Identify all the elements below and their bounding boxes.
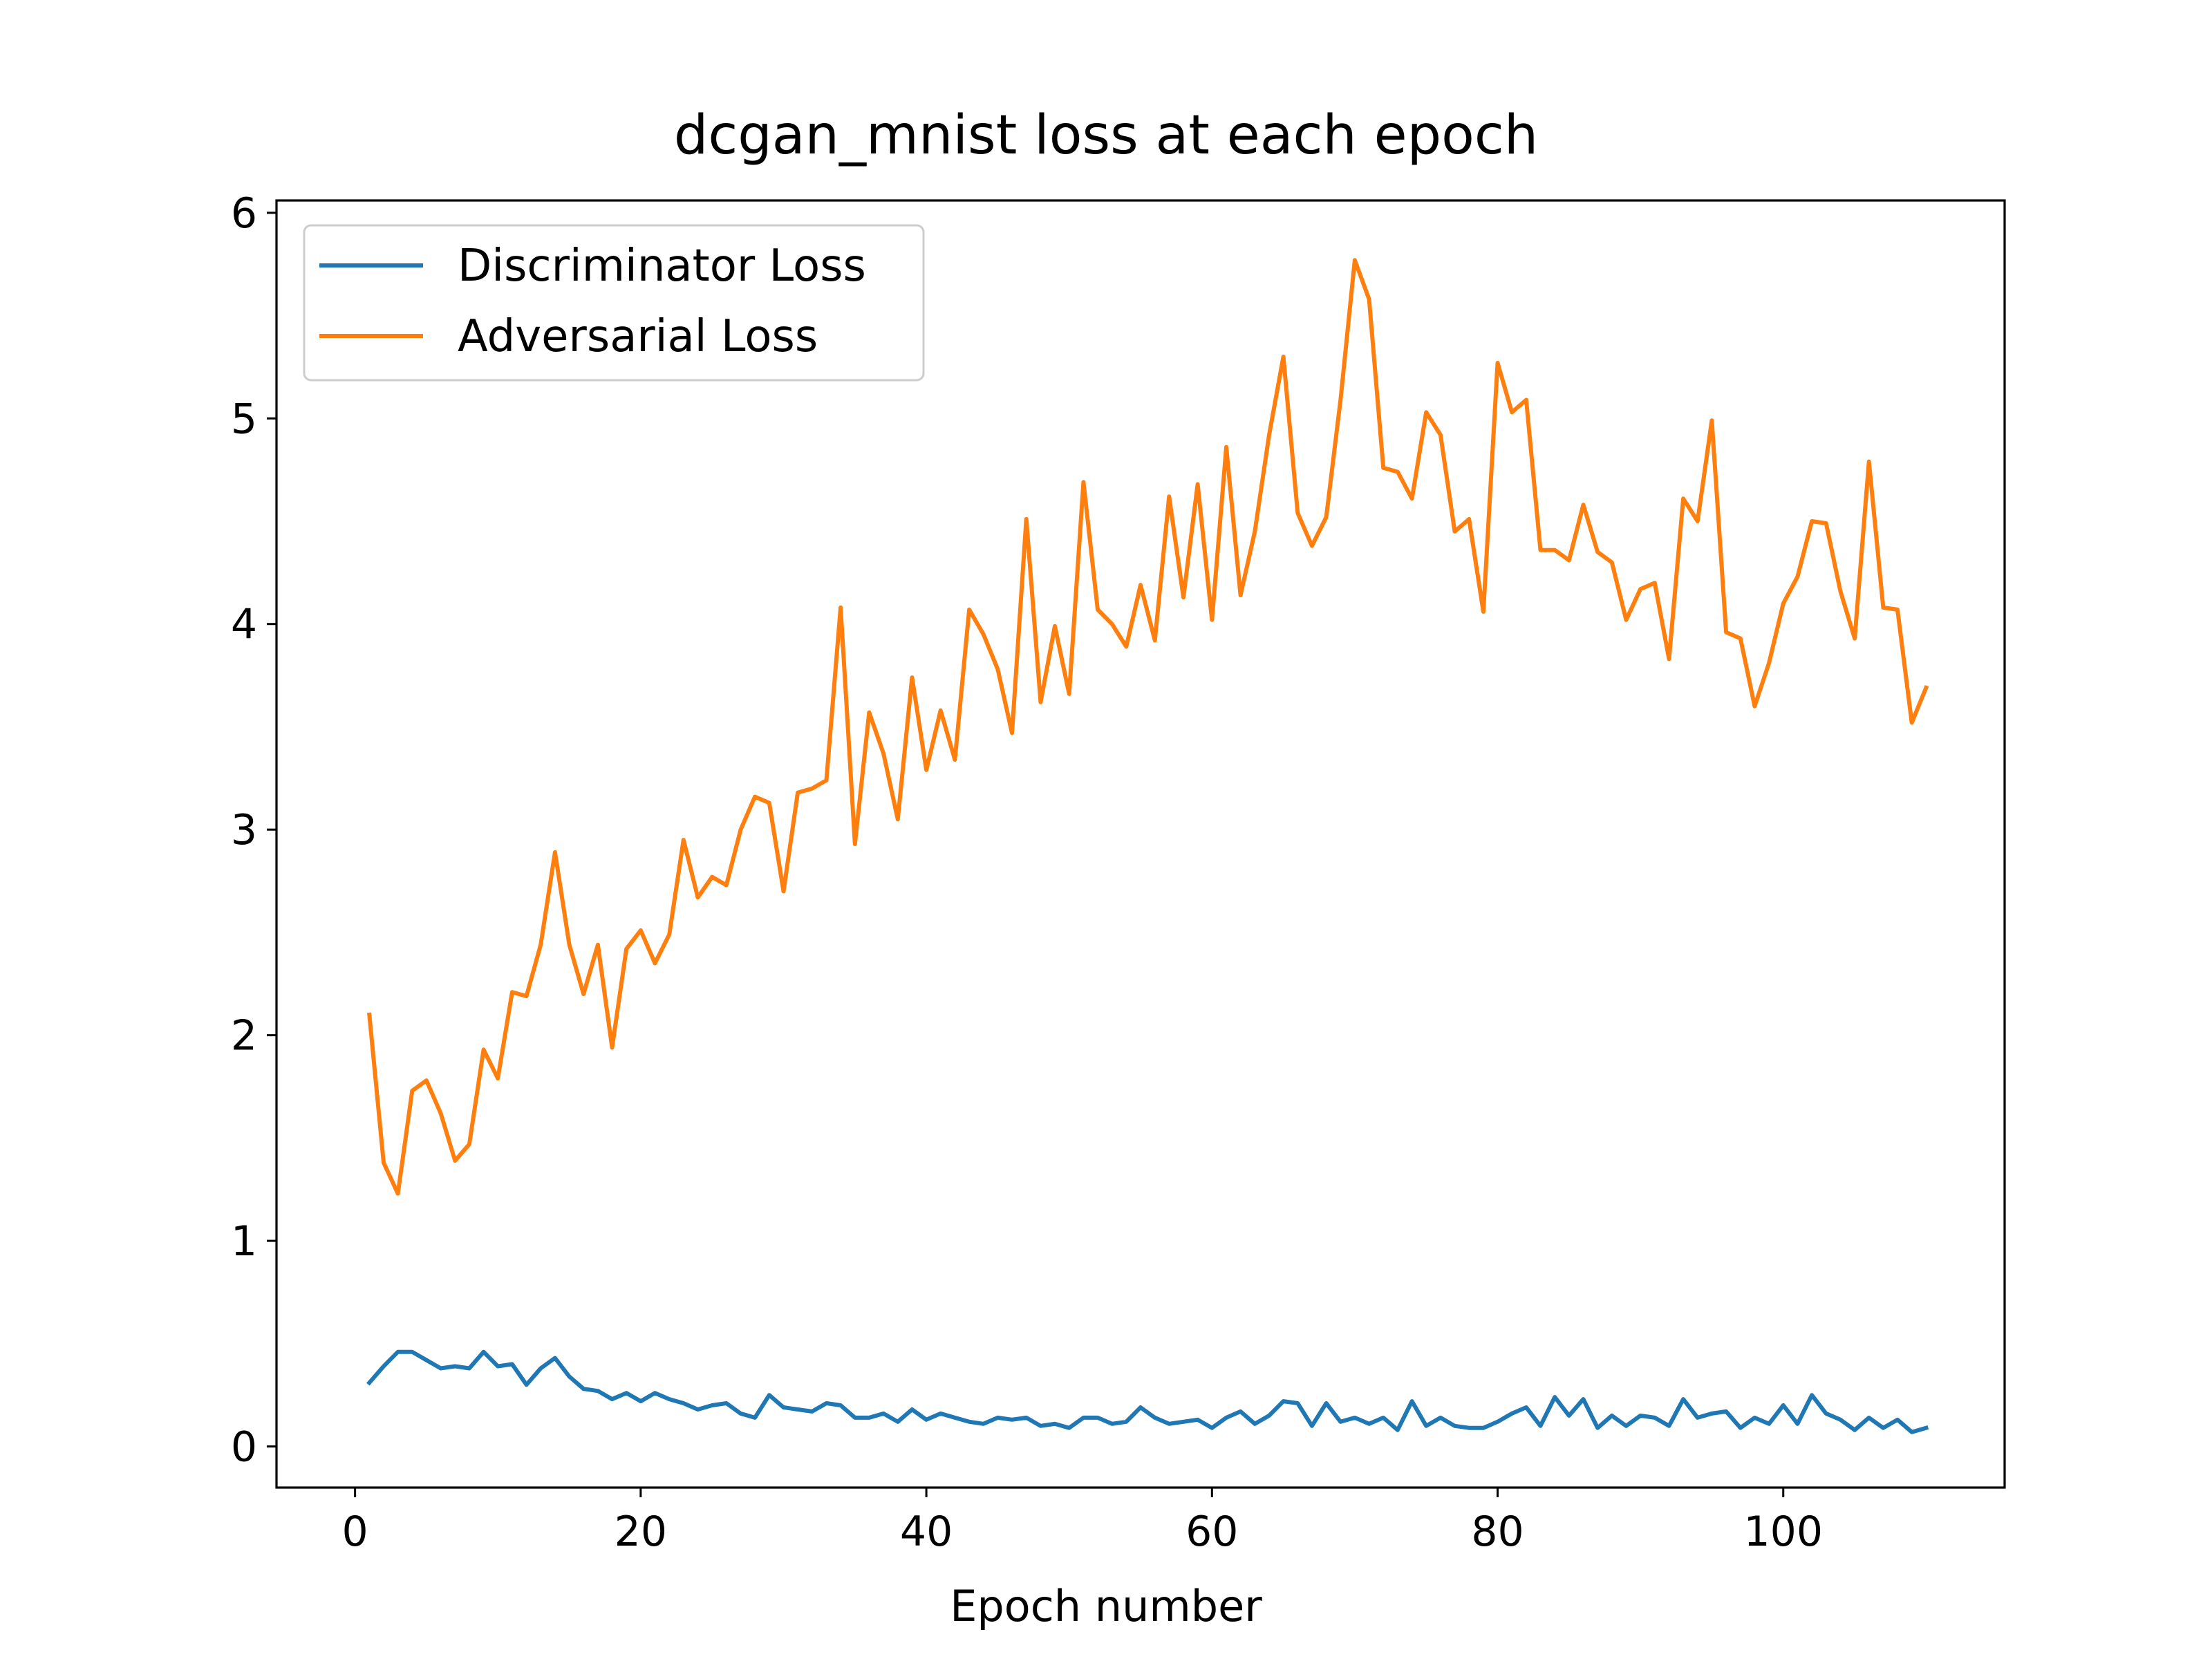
y-tick-label: 0 [231, 1423, 257, 1472]
series-line-adversarial [367, 258, 1929, 1196]
x-tick-label: 80 [1471, 1508, 1524, 1556]
y-tick-label: 3 [231, 806, 257, 854]
x-tick-label: 60 [1185, 1508, 1238, 1556]
legend: Discriminator Loss Adversarial Loss [303, 224, 925, 382]
series-line-discriminator [366, 1349, 1929, 1434]
legend-box [303, 224, 925, 382]
legend-label: Discriminator Loss [458, 241, 866, 292]
x-axis-label: Epoch number [950, 1581, 1262, 1631]
plot-area: 0 20 40 60 80 100 0 1 2 3 4 5 6 [231, 189, 2006, 1556]
x-tick-label: 0 [342, 1508, 368, 1556]
series-lines [366, 258, 1929, 1434]
y-tick-label: 6 [231, 189, 257, 238]
x-axis-ticks: 0 20 40 60 80 100 [342, 1488, 1823, 1556]
y-tick-label: 4 [231, 601, 257, 649]
chart-title: dcgan_mnist loss at each epoch [674, 104, 1538, 167]
x-tick-label: 40 [900, 1508, 953, 1556]
x-tick-label: 20 [615, 1508, 667, 1556]
y-tick-label: 2 [231, 1012, 257, 1060]
y-tick-label: 5 [231, 395, 257, 443]
axes-frame [275, 199, 2006, 1489]
y-tick-label: 1 [231, 1217, 257, 1266]
y-axis-ticks: 0 1 2 3 4 5 6 [231, 189, 276, 1472]
x-tick-label: 100 [1743, 1508, 1823, 1556]
legend-label: Adversarial Loss [458, 311, 818, 362]
legend-items: Discriminator Loss Adversarial Loss [319, 241, 866, 362]
